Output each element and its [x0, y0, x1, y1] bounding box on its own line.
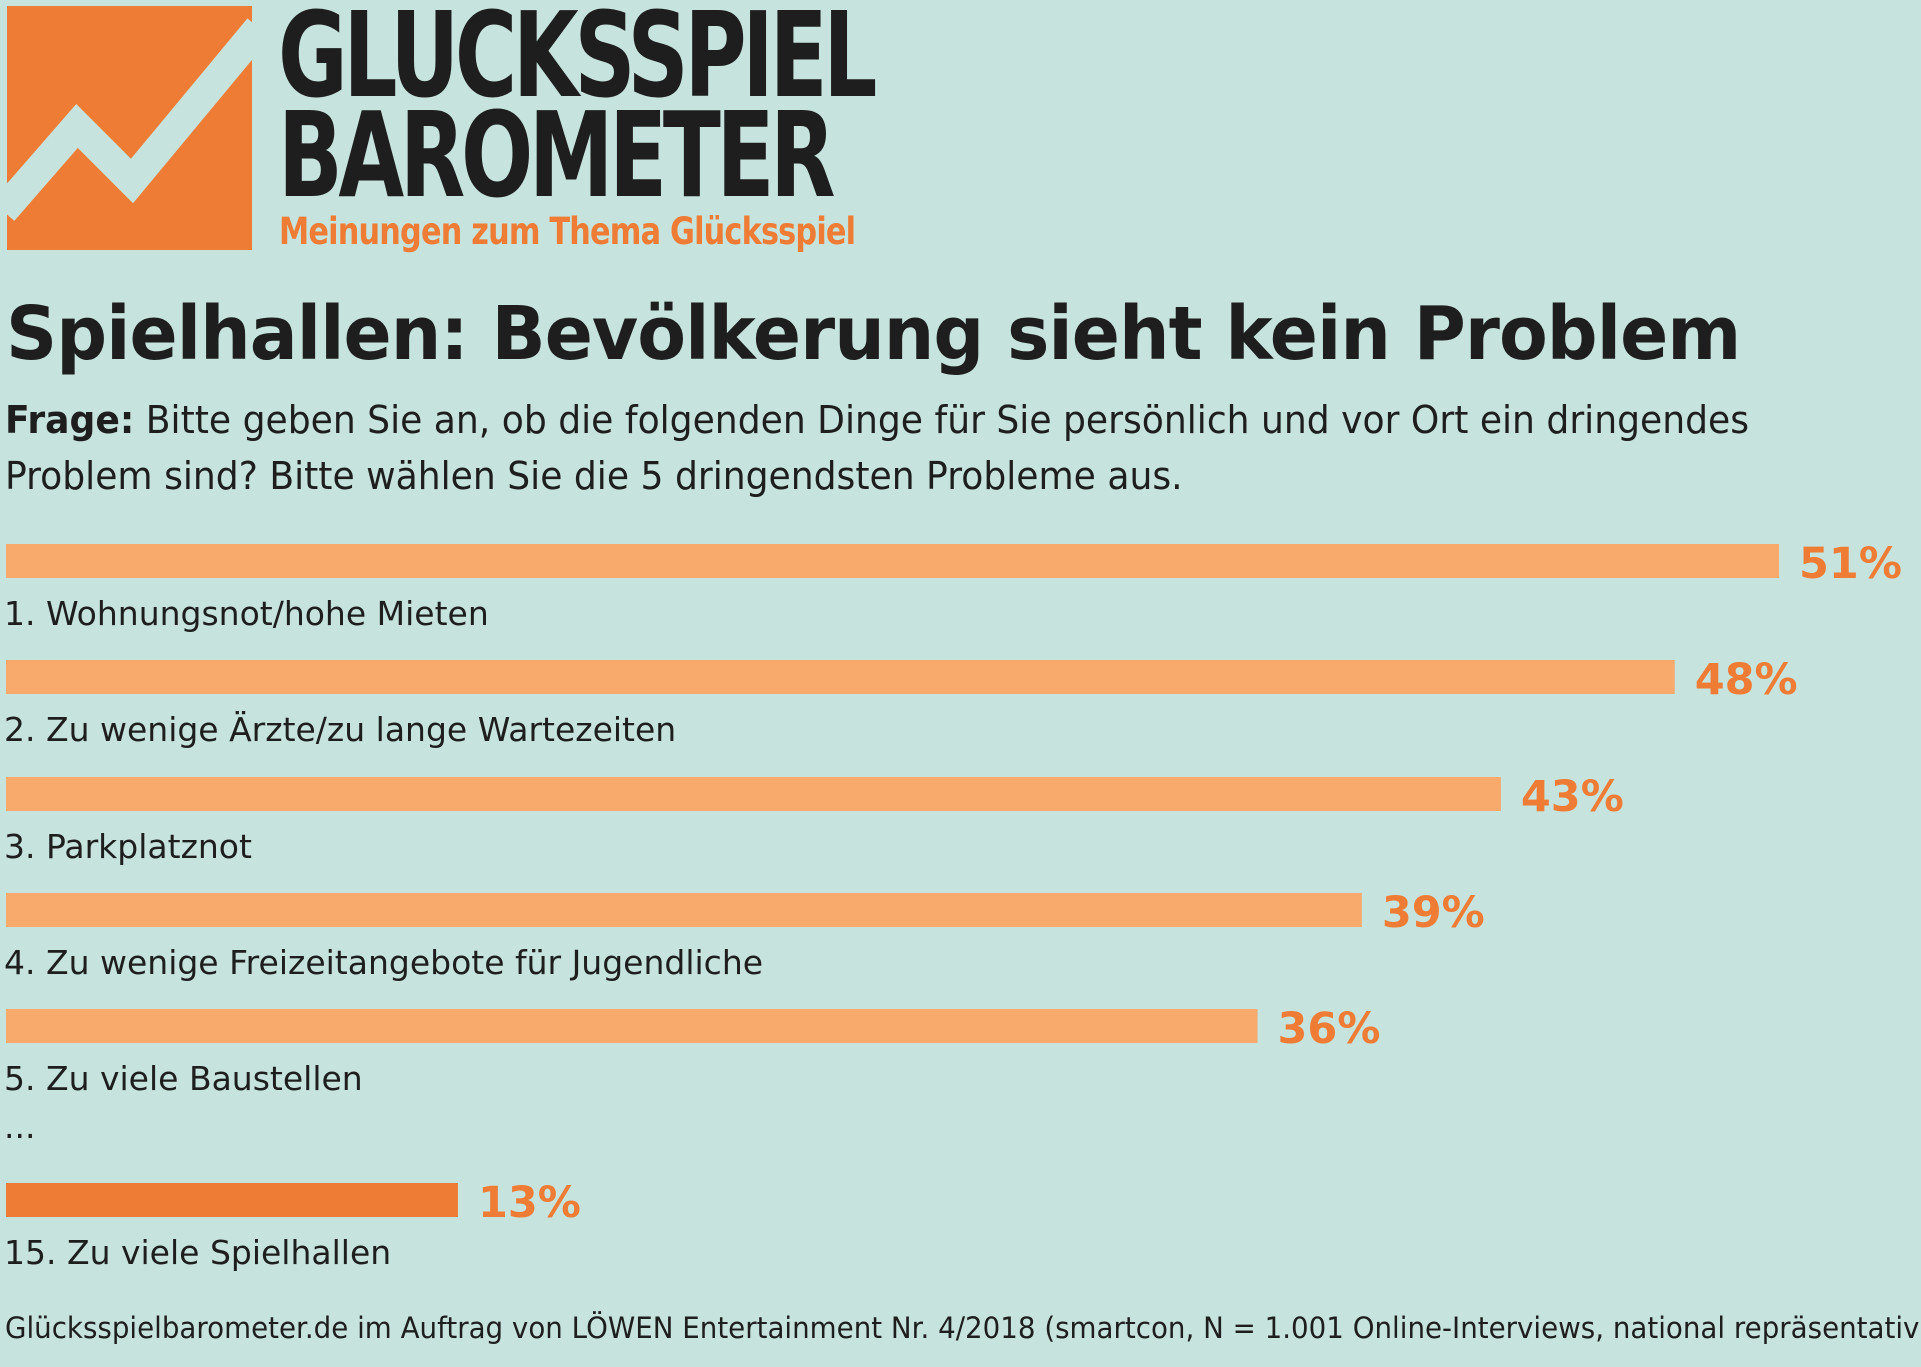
bar-value-label-3: 43% — [1521, 772, 1624, 822]
category-label-3: 3. Parkplatznot — [4, 827, 252, 866]
bar-value-label-2: 48% — [1695, 655, 1798, 705]
question-body: Bitte geben Sie an, ob die folgenden Din… — [5, 398, 1750, 498]
gap-marker: ... — [4, 1107, 35, 1146]
brand-name-line2: BAROMETER — [278, 86, 836, 224]
category-label-2: 2. Zu wenige Ärzte/zu lange Wartezeiten — [4, 710, 676, 749]
page-title: Spielhallen: Bevölkerung sieht kein Prob… — [6, 291, 1741, 377]
bar-1 — [6, 544, 1779, 578]
bar-4 — [6, 893, 1362, 927]
question-label: Frage: — [5, 398, 135, 442]
brand-tagline: Meinungen zum Thema Glücksspiel — [279, 210, 856, 253]
brand-name-line1: GLUCKSSPIEL — [278, 0, 877, 124]
category-label-5: 5. Zu viele Baustellen — [4, 1059, 363, 1098]
bar-value-label-4: 39% — [1382, 888, 1485, 938]
bar-2 — [6, 660, 1675, 694]
logo-trend-icon — [7, 6, 252, 250]
bar-value-label-5: 36% — [1278, 1004, 1381, 1054]
bar-3 — [6, 777, 1501, 811]
bar-value-label-1: 51% — [1799, 539, 1902, 589]
bar-value-label-6: 13% — [478, 1178, 581, 1228]
bar-5 — [6, 1009, 1258, 1043]
category-label-4: 4. Zu wenige Freizeitangebote für Jugend… — [4, 943, 763, 982]
bar-6 — [6, 1183, 458, 1217]
bar-chart: 51% 1. Wohnungsnot/hohe Mieten 48% 2. Zu we… — [4, 539, 1902, 1272]
category-label-6: 15. Zu viele Spielhallen — [4, 1233, 391, 1272]
source-note: Glücksspielbarometer.de im Auftrag von L… — [5, 1311, 1921, 1345]
category-label-1: 1. Wohnungsnot/hohe Mieten — [4, 594, 489, 633]
question-text: Frage: Bitte geben Sie an, ob die folgen… — [5, 392, 1810, 504]
